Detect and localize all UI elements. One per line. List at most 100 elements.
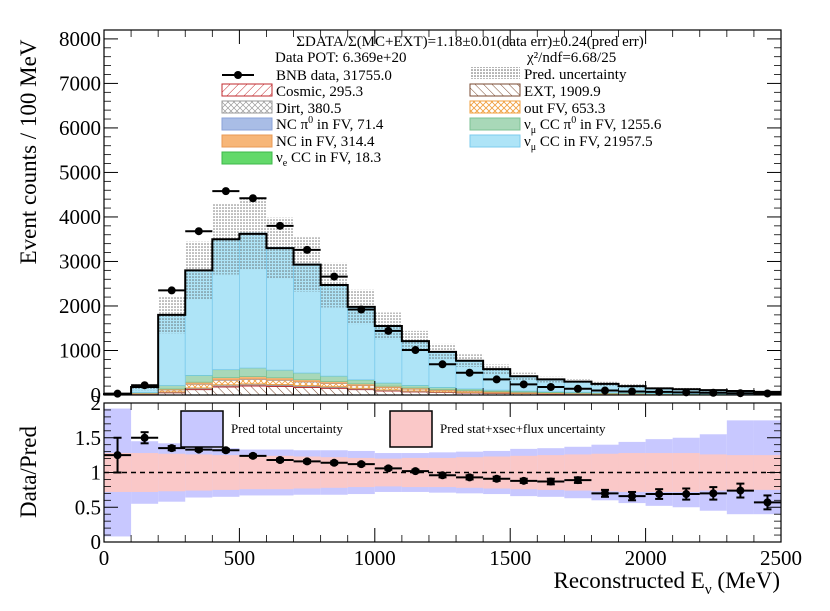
ratio-point-15 (520, 477, 528, 485)
bar-ext-bin-10 (375, 391, 402, 395)
ratio-point-11 (411, 467, 419, 475)
ratio-summary-text: ΣDATA/Σ(MC+EXT)=1.18±0.01(data err)±0.24… (296, 34, 643, 50)
ratio-point-9 (357, 460, 365, 468)
bar--cc-0-in-fv-bin-5 (239, 368, 266, 376)
stat-band-bin-14 (483, 457, 510, 489)
bottom-y-axis-label: Data/Pred (16, 426, 41, 518)
ratio-point-7 (303, 457, 311, 465)
bottom-x-tick-label-3: 1500 (489, 546, 531, 570)
ratio-point-2 (168, 444, 176, 452)
bottom-x-tick-label-5: 2500 (760, 546, 802, 570)
ratio-point-5 (249, 452, 257, 460)
stat-band-bin-17 (564, 454, 591, 490)
top-y-axis-label: Event counts / 100 MeV (16, 39, 41, 264)
bar--cc-0-in-fv-bin-4 (212, 370, 239, 378)
data-point-12 (439, 360, 447, 368)
ratio-point-16 (547, 478, 555, 486)
bar--cc-0-in-fv-bin-6 (266, 370, 293, 378)
bar-ext-bin-8 (321, 388, 348, 395)
legend-label-nc-fv: NC in FV, 314.4 (276, 134, 375, 150)
ratio-point-19 (628, 492, 636, 500)
ratio-legend-total-label: Pred total uncertainty (231, 421, 343, 436)
ratio-point-21 (682, 490, 690, 498)
bar--cc-0-in-fv-bin-2 (158, 385, 185, 389)
data-point-1 (141, 381, 149, 389)
bar-out-fv-bin-5 (239, 379, 266, 383)
legend-label-numu-cc-pi0: νμ CC π0 in FV, 1255.6 (524, 115, 662, 136)
bar-ext-bin-7 (294, 387, 321, 395)
data-point-3 (195, 227, 203, 235)
data-point-14 (493, 375, 501, 383)
bar-ext-bin-5 (239, 386, 266, 395)
legend-label-cosmic: Cosmic, 295.3 (276, 84, 363, 100)
data-point-8 (330, 273, 338, 281)
bar-ext-bin-6 (266, 387, 293, 395)
data-point-5 (249, 194, 257, 202)
ratio-point-17 (574, 476, 582, 484)
data-point-15 (520, 380, 528, 388)
ratio-point-12 (439, 471, 447, 479)
ratio-point-24 (763, 498, 771, 506)
data-point-2 (168, 286, 176, 294)
stat-band-bin-18 (591, 454, 618, 492)
stat-band-bin-19 (619, 453, 646, 492)
stat-band-bin-21 (673, 453, 700, 492)
bar-out-fv-bin-4 (212, 380, 239, 384)
data-point-11 (411, 346, 419, 354)
ratio-point-10 (384, 464, 392, 472)
bar-out-fv-bin-8 (321, 384, 348, 387)
legend-label-ext: EXT, 1909.9 (524, 84, 601, 100)
data-point-9 (357, 306, 365, 314)
bar-out-fv-bin-7 (294, 382, 321, 386)
legend-label-bnb-data: BNB data, 31755.0 (276, 68, 392, 84)
data-pot-text: Data POT: 6.369e+20 (275, 50, 406, 66)
data-point-13 (466, 369, 474, 377)
data-point-6 (276, 222, 284, 230)
stat-band-bin-22 (700, 454, 727, 490)
data-point-10 (384, 327, 392, 335)
bottom-x-tick-label-2: 1000 (354, 546, 396, 570)
ratio-point-8 (330, 459, 338, 467)
bar-out-fv-bin-9 (348, 386, 375, 389)
bar--cc-0-in-fv-bin-7 (294, 373, 321, 380)
legend-label-pred-uncertainty: Pred. uncertainty (524, 67, 627, 83)
bar-out-fv-bin-6 (266, 380, 293, 384)
bottom-y-tick-label-2: 1 (91, 461, 102, 485)
ratio-legend-stat-label: Pred stat+xsec+flux uncertainty (440, 421, 606, 436)
data-point-17 (574, 385, 582, 393)
legend-label-nc-pi0: NC π0 in FV, 71.4 (276, 115, 384, 133)
ratio-legend: Pred total uncertainty Pred stat+xsec+fl… (181, 411, 606, 447)
bottom-y-tick-label-3: 1.5 (75, 426, 101, 450)
legend-entry-nc-pi0: NC π0 in FV, 71.4 (222, 115, 384, 133)
top-y-tick-label-1: 1000 (59, 338, 101, 362)
top-y-tick-label-2: 2000 (59, 294, 101, 318)
ratio-point-22 (709, 489, 717, 497)
bottom-x-tick-label-0: 0 (99, 546, 110, 570)
chi2-text: χ²/ndf=6.68/25 (526, 50, 616, 66)
bar-out-fv-bin-3 (185, 384, 212, 388)
top-y-tick-label-3: 3000 (59, 249, 101, 273)
data-point-7 (303, 246, 311, 254)
top-y-tick-label-6: 6000 (59, 116, 101, 140)
ratio-point-6 (276, 456, 284, 464)
bar-ext-bin-9 (348, 390, 375, 395)
bottom-y-tick-label-1: 0.5 (75, 495, 101, 519)
bottom-x-tick-label-1: 500 (224, 546, 256, 570)
ratio-point-13 (466, 473, 474, 481)
ratio-legend-total-swatch (181, 411, 223, 447)
legend-label-out-fv: out FV, 653.3 (524, 101, 605, 117)
ratio-point-23 (736, 487, 744, 495)
ratio-point-0 (114, 451, 122, 459)
bar--cc-0-in-fv-bin-9 (348, 380, 375, 384)
bar--cc-0-in-fv-bin-8 (321, 376, 348, 381)
ratio-legend-stat-swatch (390, 411, 432, 447)
data-point-18 (601, 387, 609, 395)
data-point-23 (736, 389, 744, 397)
data-point-0 (114, 390, 122, 398)
stat-band-bin-20 (646, 453, 673, 492)
bar-ext-bin-3 (185, 390, 212, 395)
data-point-4 (222, 187, 230, 195)
top-y-tick-label-8: 8000 (59, 27, 101, 51)
